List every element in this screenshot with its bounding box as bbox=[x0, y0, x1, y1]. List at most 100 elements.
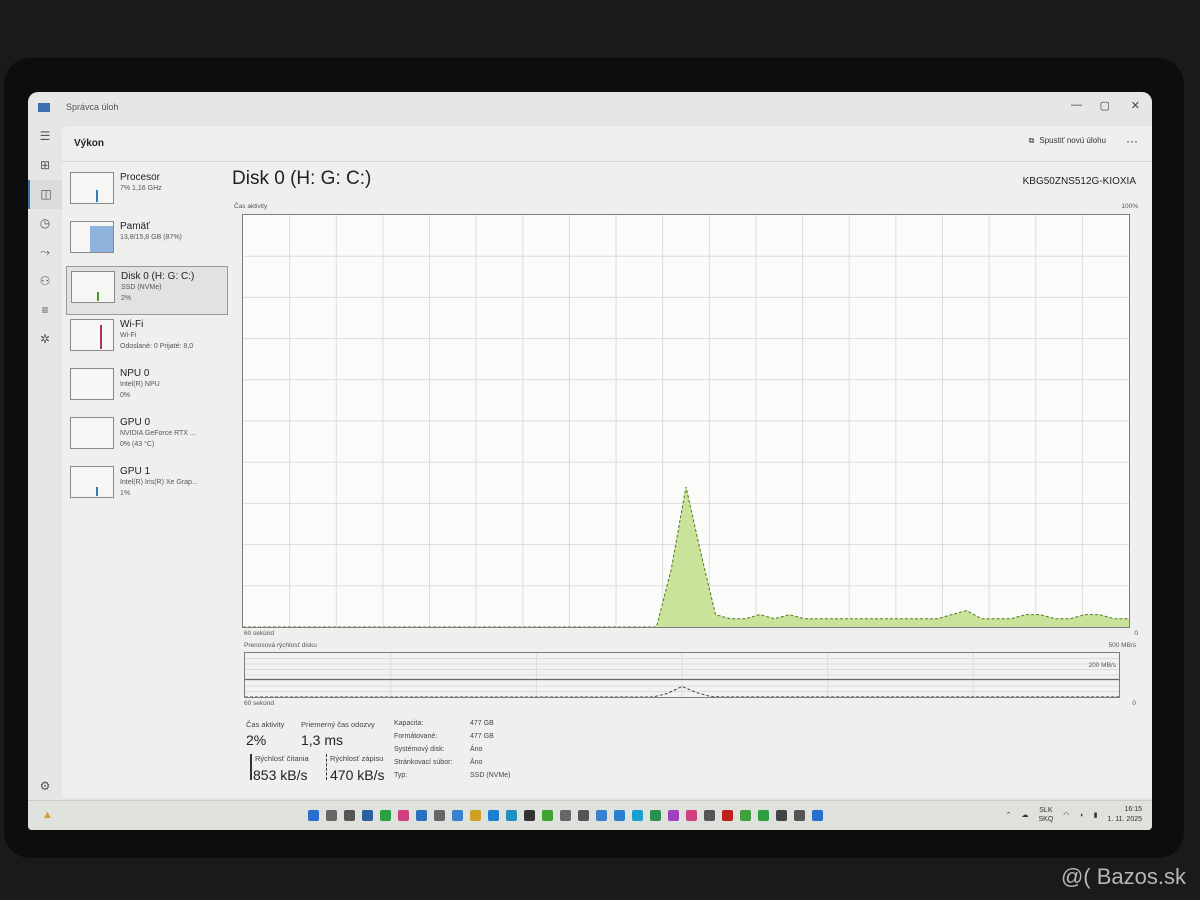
device-detail: 7% 1,16 GHz bbox=[120, 185, 162, 192]
response-stat-label: Priemerný čas odozvy bbox=[301, 720, 375, 729]
more-options-button[interactable]: ··· bbox=[1126, 134, 1138, 148]
taskbar-app-icon[interactable] bbox=[524, 810, 535, 821]
time-axis-label-2: 60 sekúnd bbox=[244, 700, 274, 707]
device-name: GPU 1 bbox=[120, 466, 151, 477]
taskbar-app-icon[interactable] bbox=[380, 810, 391, 821]
write-speed-label: Rýchlosť zápisu bbox=[330, 754, 384, 763]
history-icon[interactable]: ◷ bbox=[39, 216, 51, 230]
taskbar-app-icon[interactable] bbox=[794, 810, 805, 821]
taskbar-app-icon[interactable] bbox=[398, 810, 409, 821]
run-new-task-button[interactable]: ⧉ Spustiť novú úlohu bbox=[1029, 136, 1106, 146]
device-name: Disk 0 (H: G: C:) bbox=[121, 271, 195, 282]
taskbar-app-icon[interactable] bbox=[632, 810, 643, 821]
users-icon[interactable]: ⚇ bbox=[39, 274, 51, 288]
taskbar-app-icon[interactable] bbox=[344, 810, 355, 821]
widget-icon[interactable]: ▲ bbox=[42, 809, 53, 821]
performance-icon[interactable]: ◫ bbox=[28, 180, 62, 209]
activity-max-label: 100% bbox=[1121, 203, 1138, 210]
activity-chart bbox=[242, 214, 1130, 628]
device-item[interactable]: GPU 1 Intel(R) Iris(R) Xe Grap... 1% bbox=[66, 462, 228, 511]
chevron-up-icon[interactable]: ⌃ bbox=[1005, 812, 1012, 819]
read-marker bbox=[250, 754, 252, 780]
taskbar-app-icon[interactable] bbox=[542, 810, 553, 821]
device-detail: Wi-Fi bbox=[120, 332, 137, 339]
taskbar-app-icon[interactable] bbox=[470, 810, 481, 821]
device-thumbnail bbox=[70, 466, 114, 498]
device-name: Procesor bbox=[120, 172, 161, 183]
disk-details: Disk 0 (H: G: C:) KBG50ZNS512G-KIOXIA Ča… bbox=[232, 168, 1142, 783]
taskbar-app-icon[interactable] bbox=[506, 810, 517, 821]
date: 1. 11. 2025 bbox=[1107, 816, 1142, 823]
details-icon[interactable]: ≡ bbox=[41, 303, 49, 317]
startup-icon[interactable]: ⤳ bbox=[40, 245, 50, 259]
minimize-button[interactable]: — bbox=[1071, 99, 1082, 111]
transfer-min-label: 0 bbox=[1132, 700, 1136, 707]
taskbar-app-icon[interactable] bbox=[416, 810, 427, 821]
activity-area bbox=[243, 486, 1129, 627]
time-axis-label: 60 sekúnd bbox=[244, 630, 274, 637]
taskbar-app-icon[interactable] bbox=[776, 810, 787, 821]
taskbar-app-icon[interactable] bbox=[308, 810, 319, 821]
taskbar-app-icon[interactable] bbox=[596, 810, 607, 821]
taskbar-app-icon[interactable] bbox=[452, 810, 463, 821]
property-value: Áno bbox=[470, 759, 483, 766]
device-item[interactable]: Wi-Fi Wi-Fi Odoslané: 0 Prijaté: 8,0 bbox=[66, 315, 228, 364]
title-bar: Správca úloh — ▢ ✕ bbox=[28, 92, 1152, 122]
device-item[interactable]: Pamäť 13,8/15,8 GB (87%) bbox=[66, 217, 228, 266]
transfer-chart bbox=[244, 652, 1120, 698]
device-thumbnail bbox=[70, 172, 114, 204]
maximize-button[interactable]: ▢ bbox=[1099, 100, 1110, 112]
taskbar-app-icon[interactable] bbox=[704, 810, 715, 821]
write-marker bbox=[326, 754, 327, 780]
language-indicator[interactable]: SLK SKQ bbox=[1038, 806, 1053, 824]
taskbar-app-icon[interactable] bbox=[668, 810, 679, 821]
taskbar-app-icon[interactable] bbox=[740, 810, 751, 821]
device-thumbnail bbox=[70, 319, 114, 351]
property-value: 477 GB bbox=[470, 733, 494, 740]
response-stat-value: 1,3 ms bbox=[301, 732, 344, 748]
wifi-icon[interactable]: ◠ bbox=[1063, 812, 1070, 819]
transfer-max-label: 500 MB/s bbox=[1108, 642, 1136, 649]
device-item[interactable]: Procesor 7% 1,16 GHz bbox=[66, 168, 228, 217]
nav-rail: ☰ ⊞ ◫ ◷ ⤳ ⚇ ≡ ✲ bbox=[28, 122, 62, 800]
taskbar-app-icon[interactable] bbox=[488, 810, 499, 821]
taskbar-app-icon[interactable] bbox=[758, 810, 769, 821]
property-value: 477 GB bbox=[470, 720, 494, 727]
property-label: Systémový disk: bbox=[394, 746, 445, 753]
taskbar-app-icon[interactable] bbox=[362, 810, 373, 821]
processes-icon[interactable]: ⊞ bbox=[39, 158, 51, 172]
property-label: Kapacita: bbox=[394, 720, 424, 727]
device-name: Wi-Fi bbox=[120, 319, 144, 330]
taskbar: ▲ ⌃ ☁ SLK SKQ ◠ ◖ ▮ 16:15 1. 11. 2025 bbox=[28, 800, 1152, 830]
close-button[interactable]: ✕ bbox=[1130, 100, 1140, 112]
battery-icon[interactable]: ▮ bbox=[1093, 812, 1098, 819]
header: Výkon ⧉ Spustiť novú úlohu ··· bbox=[62, 126, 1152, 162]
taskbar-app-icon[interactable] bbox=[722, 810, 733, 821]
taskbar-app-icon[interactable] bbox=[686, 810, 697, 821]
menu-icon[interactable]: ☰ bbox=[39, 129, 51, 143]
taskbar-app-icon[interactable] bbox=[434, 810, 445, 821]
device-thumbnail bbox=[70, 368, 114, 400]
transfer-chart-label: Prenosová rýchlosť disku bbox=[244, 642, 317, 649]
device-item[interactable]: NPU 0 Intel(R) NPU 0% bbox=[66, 364, 228, 413]
run-task-label: Spustiť novú úlohu bbox=[1039, 136, 1106, 145]
activity-chart-svg bbox=[243, 215, 1129, 628]
volume-icon[interactable]: ◖ bbox=[1079, 811, 1084, 819]
task-manager-icon bbox=[38, 102, 50, 112]
services-icon[interactable]: ✲ bbox=[39, 332, 51, 346]
lang-primary: SLK bbox=[1039, 807, 1053, 814]
cloud-icon[interactable]: ☁ bbox=[1021, 812, 1029, 819]
settings-icon[interactable]: ⚙ bbox=[39, 779, 51, 793]
clock[interactable]: 16:15 1. 11. 2025 bbox=[1107, 805, 1142, 825]
lang-secondary: SKQ bbox=[1038, 816, 1054, 823]
taskbar-app-icon[interactable] bbox=[326, 810, 337, 821]
device-item[interactable]: GPU 0 NVIDIA GeForce RTX ... 0% (43 °C) bbox=[66, 413, 228, 462]
taskbar-app-icon[interactable] bbox=[812, 810, 823, 821]
device-usage: 2% bbox=[121, 295, 132, 302]
taskbar-app-icon[interactable] bbox=[578, 810, 589, 821]
device-usage: 0% (43 °C) bbox=[120, 441, 155, 448]
taskbar-app-icon[interactable] bbox=[614, 810, 625, 821]
device-item[interactable]: Disk 0 (H: G: C:) SSD (NVMe) 2% bbox=[66, 266, 228, 315]
taskbar-app-icon[interactable] bbox=[560, 810, 571, 821]
taskbar-app-icon[interactable] bbox=[650, 810, 661, 821]
